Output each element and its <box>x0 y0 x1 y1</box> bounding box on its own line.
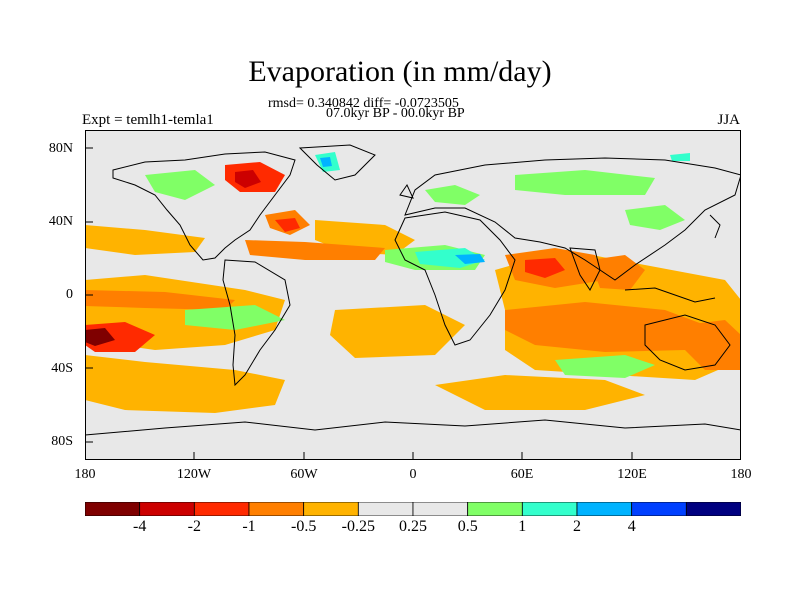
colorbar-label: 1 <box>518 518 527 535</box>
colorbar-swatch <box>521 502 578 516</box>
colorbar-swatch <box>631 502 687 516</box>
field-east-siberia <box>670 153 690 161</box>
colorbar-label: 2 <box>573 518 581 535</box>
field-southern-ocean <box>435 375 645 410</box>
colorbar-label: -0.25 <box>341 518 375 535</box>
colorbar-swatch <box>685 502 741 516</box>
coast-eurasia <box>404 157 741 281</box>
field-china <box>625 205 685 230</box>
coast-uk <box>399 184 414 199</box>
colorbar-swatch <box>85 502 141 516</box>
ytick-label-0: 0 <box>66 287 73 302</box>
field-south-pacific-mid <box>185 305 285 330</box>
colorbar-swatch <box>467 502 523 516</box>
xtick-label-180e: 180 <box>730 467 752 482</box>
axis-ticks <box>85 147 633 460</box>
field-equatorial-pacific <box>85 290 235 310</box>
colorbar-swatch <box>576 502 633 516</box>
field-south-atlantic <box>330 305 465 358</box>
coast-japan <box>709 214 721 239</box>
xtick-label-120e: 120E <box>617 467 647 482</box>
colorbar-swatch <box>303 502 359 516</box>
coast-south-america <box>222 259 291 387</box>
stats-line-rmsd: rmsd= 0.340842 diff= -0.0723505 <box>268 96 459 111</box>
plot-title: Evaporation (in mm/day) <box>248 55 552 88</box>
xtick-label-60e: 60E <box>510 467 534 482</box>
xtick-label-180w: 180 <box>74 467 96 482</box>
field-siberia <box>515 170 655 195</box>
field-north-africa-core <box>455 254 485 264</box>
field-bay-of-bengal <box>590 255 645 290</box>
coastlines <box>85 144 741 436</box>
coast-indonesia <box>624 287 716 303</box>
field-south-pacific-low <box>85 355 285 413</box>
field-gulf-core <box>275 218 300 232</box>
colorbar-swatch <box>412 502 469 516</box>
anomaly-fields <box>85 152 741 413</box>
coast-north-america <box>112 151 296 261</box>
xtick-label-60w: 60W <box>290 467 318 482</box>
xtick-label-120w: 120W <box>176 467 212 482</box>
field-europe <box>425 185 480 205</box>
colorbar-swatch <box>193 502 250 516</box>
colorbar-swatch <box>139 502 195 516</box>
field-north-pacific <box>85 225 205 255</box>
field-north-atlantic-tropical <box>245 240 385 260</box>
evaporation-map <box>85 130 741 460</box>
colorbar-label: 0.5 <box>457 518 478 535</box>
colorbar-label: -4 <box>133 518 147 535</box>
colorbar <box>85 502 741 516</box>
coast-africa <box>394 211 516 346</box>
ytick-label-40n: 40N <box>48 214 73 229</box>
stats-line-period: 07.0kyr BP - 00.0kyr BP <box>326 106 465 121</box>
field-greenland-core <box>320 157 332 167</box>
field-south-indian <box>555 355 655 378</box>
coast-australia <box>644 314 731 371</box>
field-hudson-bay-core <box>235 170 261 188</box>
ytick-label-80n: 80N <box>48 141 73 156</box>
field-arabian-core <box>525 258 565 278</box>
colorbar-label: -2 <box>187 518 201 535</box>
colorbar-swatch <box>248 502 305 516</box>
field-se-pacific-core <box>85 328 115 346</box>
field-north-america <box>145 170 215 200</box>
experiment-label: Expt = temlh1-temla1 <box>82 112 214 128</box>
colorbar-label: 0.25 <box>399 518 427 535</box>
season-label: JJA <box>717 112 740 128</box>
colorbar-label: -0.5 <box>291 518 317 535</box>
colorbar-label: 4 <box>627 518 636 535</box>
field-south-indian-ocean <box>505 302 705 352</box>
field-east-australia <box>685 320 741 370</box>
xtick-label-0: 0 <box>409 467 417 482</box>
ytick-label-40s: 40S <box>51 361 73 376</box>
ytick-label-80s: 80S <box>51 434 73 449</box>
coast-greenland <box>298 144 376 181</box>
colorbar-label: -1 <box>242 518 256 535</box>
coast-antarctica <box>85 419 741 436</box>
coast-india <box>569 247 601 291</box>
colorbar-swatch <box>357 502 414 516</box>
